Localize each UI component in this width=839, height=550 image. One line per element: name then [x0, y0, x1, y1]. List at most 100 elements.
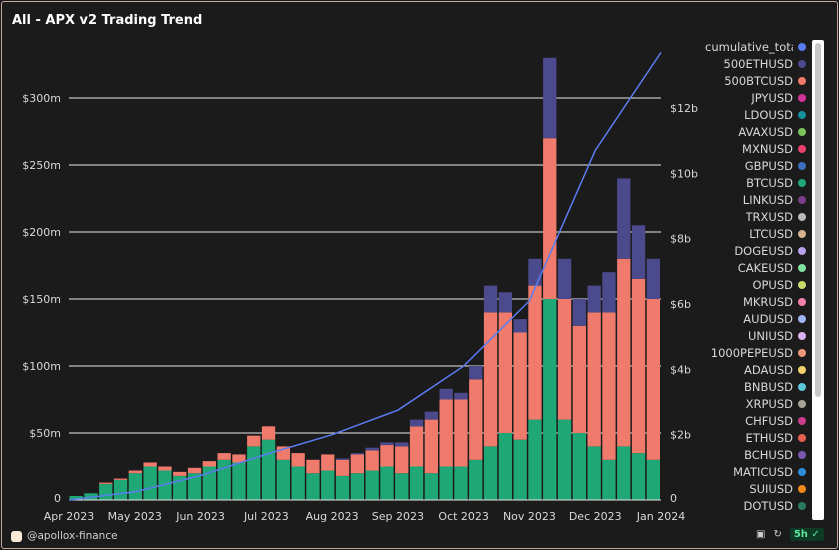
bar-500ethusd [602, 272, 616, 313]
bar-btcusd [350, 473, 364, 500]
bar-500btcusd [99, 482, 113, 484]
bar-500btcusd [350, 454, 364, 474]
legend-label: BTCUSD [746, 175, 793, 190]
bar-500ethusd [513, 319, 527, 333]
bar-500btcusd [306, 459, 320, 474]
legend-item[interactable]: LDOUSD [700, 106, 806, 123]
legend-item[interactable]: LINKUSD [700, 191, 806, 208]
legend-scrollbar[interactable] [812, 40, 824, 520]
legend-item[interactable]: 500BTCUSD [700, 72, 806, 89]
y-left-tick-label: $250m [22, 159, 61, 172]
bar-500btcusd [261, 426, 276, 440]
bar-500btcusd [631, 278, 646, 454]
legend-item[interactable]: JPYUSD [700, 89, 806, 106]
legend-dot-icon [798, 433, 806, 442]
bar-500btcusd [528, 285, 542, 420]
legend-item[interactable]: CHFUSD [700, 412, 806, 429]
bar-btcusd [232, 462, 246, 500]
legend-item[interactable]: LTCUSD [700, 225, 806, 242]
bar-500ethusd [424, 411, 438, 420]
bar-btcusd [69, 495, 83, 500]
legend-label: ADAUSD [744, 362, 793, 377]
bar-500btcusd [646, 299, 660, 460]
legend-dot-icon [798, 450, 806, 459]
camera-icon[interactable]: ▣ [756, 529, 766, 540]
bar-btcusd [572, 433, 586, 500]
legend-item[interactable]: BCHUSD [700, 446, 806, 463]
scrollbar-thumb[interactable] [815, 43, 821, 397]
y-right-tick-label: $4b [670, 363, 691, 376]
bar-btcusd [528, 419, 542, 500]
bar-500btcusd [173, 471, 187, 476]
refresh-icon[interactable]: ↻ [773, 529, 782, 540]
freshness-text: 5h [793, 529, 808, 540]
legend-dot-icon [798, 42, 806, 51]
bar-btcusd [587, 446, 601, 500]
legend-label: BNBUSD [744, 379, 793, 394]
legend-item[interactable]: AUDUSD [700, 310, 806, 327]
bar-500ethusd [483, 285, 498, 313]
legend-dot-icon [798, 297, 806, 306]
legend-item[interactable]: BTCUSD [700, 174, 806, 191]
x-tick-label: Apr 2023 [44, 510, 95, 523]
bar-500btcusd [409, 426, 424, 467]
legend-item[interactable]: GBPUSD [700, 157, 806, 174]
bar-500ethusd [439, 388, 453, 400]
bar-500btcusd [513, 332, 527, 440]
legend-item[interactable]: TRXUSD [700, 208, 806, 225]
legend-dot-icon [798, 110, 806, 119]
y-left-tick-label: $150m [22, 293, 61, 306]
freshness-badge: 5h ✓ [789, 528, 824, 541]
bar-btcusd [128, 473, 142, 500]
legend-label: DOTUSD [743, 498, 793, 513]
bar-500btcusd [291, 453, 305, 467]
bar-btcusd [365, 470, 379, 500]
bar-500ethusd [617, 178, 631, 259]
bar-btcusd [158, 470, 172, 500]
credit-text: @apollox-finance [27, 530, 118, 542]
legend-item[interactable]: MKRUSD [700, 293, 806, 310]
legend-item[interactable]: CAKEUSD [700, 259, 806, 276]
legend-dot-icon [798, 382, 806, 391]
legend-item[interactable]: OPUSD [700, 276, 806, 293]
bar-500btcusd [143, 462, 157, 467]
bar-btcusd [439, 466, 453, 500]
x-tick-label: Dec 2023 [569, 510, 622, 523]
bar-500btcusd [617, 258, 631, 447]
legend-item[interactable]: AVAXUSD [700, 123, 806, 140]
legend-label: BCHUSD [744, 447, 793, 462]
legend-item[interactable]: MXNUSD [700, 140, 806, 157]
legend-item[interactable]: UNIUSD [700, 327, 806, 344]
legend-item[interactable]: MATICUSD [700, 463, 806, 480]
x-tick-label: Jun 2023 [175, 510, 225, 523]
legend-item[interactable]: 1000PEPEUSD [700, 344, 806, 361]
bar-btcusd [113, 479, 128, 500]
legend-item[interactable]: DOTUSD [700, 497, 806, 514]
bar-500btcusd [602, 312, 616, 460]
bar-500btcusd [202, 461, 216, 467]
legend-item[interactable]: XRPUSD [700, 395, 806, 412]
legend-item[interactable]: DOGEUSD [700, 242, 806, 259]
legend-item[interactable]: ETHUSD [700, 429, 806, 446]
legend-item[interactable]: ADAUSD [700, 361, 806, 378]
credit[interactable]: @apollox-finance [11, 530, 118, 542]
bar-btcusd [617, 446, 631, 500]
bar-btcusd [321, 470, 335, 500]
bar-500btcusd [335, 459, 350, 476]
legend-item[interactable]: 500ETHUSD [700, 55, 806, 72]
y-right-tick-label: $6b [670, 298, 691, 311]
bar-btcusd [513, 439, 527, 500]
legend-item[interactable]: cumulative_total [700, 38, 806, 55]
y-left-tick-label: $100m [22, 360, 61, 373]
legend-item[interactable]: BNBUSD [700, 378, 806, 395]
bar-500ethusd [409, 419, 424, 427]
legend-label: XRPUSD [745, 396, 793, 411]
legend: cumulative_total 500ETHUSD 500BTCUSD JPYUSD… [700, 38, 806, 516]
bar-btcusd [631, 453, 646, 500]
bar-btcusd [143, 466, 157, 500]
bar-500btcusd [380, 445, 394, 467]
legend-item[interactable]: SUIUSD [700, 480, 806, 497]
bar-500ethusd [365, 447, 379, 451]
bar-500ethusd [587, 285, 601, 313]
